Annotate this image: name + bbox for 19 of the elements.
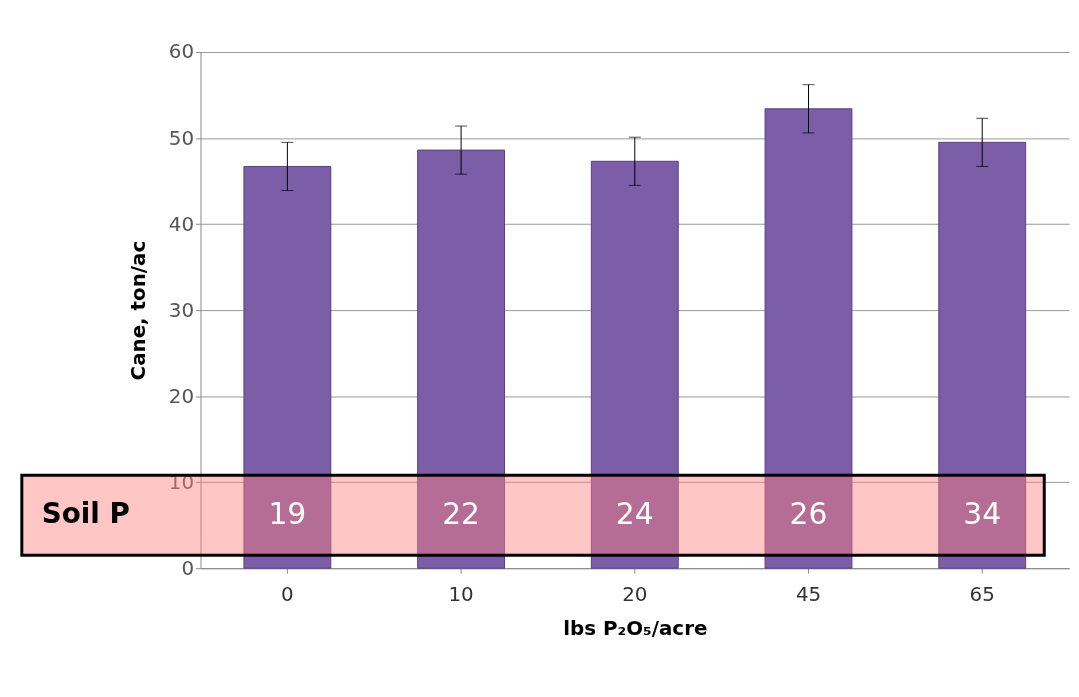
y-tick-label: 0: [181, 556, 195, 580]
band-label: Soil P: [41, 497, 130, 531]
x-axis-title: lbs P₂O₅/acre: [563, 617, 708, 641]
x-tick-label: 45: [795, 583, 822, 607]
annotation: 26: [789, 496, 828, 532]
x-tick-label: 65: [969, 583, 995, 607]
y-axis-title: Cane, ton/ac: [126, 240, 150, 381]
annotation: 22: [442, 496, 481, 532]
x-tick-label: 20: [622, 583, 648, 607]
y-tick-label: 40: [168, 212, 195, 236]
annotation: 24: [615, 496, 654, 532]
y-tick-label: 30: [168, 298, 195, 322]
annotation: 34: [963, 496, 1002, 532]
x-tick-label: 10: [448, 583, 474, 607]
y-tick-label: 50: [168, 126, 195, 150]
y-tick-label: 20: [168, 384, 195, 408]
annotation: 19: [268, 496, 307, 532]
x-tick-label: 0: [281, 583, 294, 607]
y-tick-label: 60: [168, 40, 195, 64]
